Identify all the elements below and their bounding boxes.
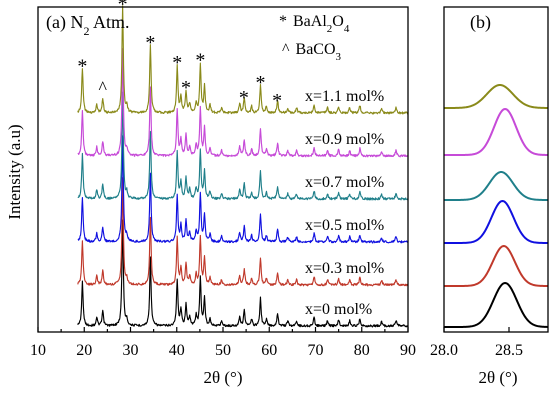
panel-a-x-tick-label-70: 70 [308, 342, 324, 359]
panel-b-title: (b) [470, 12, 491, 33]
panel-a-title: (a) N2 Atm. [46, 12, 130, 38]
panel-b-x-axis-label: 2θ (°) [478, 368, 517, 387]
panel-a: 10 20 30 40 50 60 70 80 90 *^******** x=0 mol%x=… [5, 0, 416, 387]
panel-b-trace-x-0-3-mol [444, 244, 549, 287]
legend-entry-baco3: ^ BaCO3 [282, 41, 342, 63]
peak-marker-3: * [145, 32, 155, 54]
peak-marker-5: * [181, 77, 191, 99]
peak-marker-6: * [195, 49, 205, 71]
panel-b-trace-x-0-mol [444, 281, 549, 328]
panel-a-traces [77, 5, 409, 328]
panel-b-x-tick-label-28.0: 28.0 [430, 342, 458, 359]
series-label-x-0-9-mol: x=0.9 mol% [305, 131, 384, 148]
panel-a-x-tick-label-90: 90 [400, 342, 416, 359]
peak-marker-0: * [77, 55, 87, 77]
panel-a-x-ticks: 10 20 30 40 50 60 70 80 90 [30, 327, 416, 359]
panel-b-x-tick-label-28.5: 28.5 [495, 342, 523, 359]
panel-a-x-tick-label-30: 30 [123, 342, 139, 359]
panel-a-x-tick-label-60: 60 [261, 342, 277, 359]
legend-entry-baal2o4: * BaAl2O4 [279, 13, 350, 35]
panel-a-x-tick-label-40: 40 [169, 342, 185, 359]
panel-b-x-ticks: 28.0 28.5 [430, 327, 523, 359]
peak-marker-1: ^ [99, 78, 108, 98]
panel-a-x-tick-label-50: 50 [215, 342, 231, 359]
peak-marker-7: * [239, 87, 249, 109]
panel-b: 28.0 28.5 (b) 2θ (°) [430, 6, 549, 387]
trace-x-0-9-mol [77, 48, 409, 158]
panel-a-peak-markers: *^******** [77, 0, 282, 112]
trace-x-0-3-mol [77, 177, 409, 287]
panel-b-trace-x-0-7-mol [444, 170, 548, 201]
trace-x-1-1-mol [77, 5, 409, 115]
panel-a-x-tick-label-20: 20 [76, 342, 92, 359]
peak-marker-4: * [172, 52, 182, 74]
series-label-x-0-7-mol: x=0.7 mol% [305, 174, 384, 191]
series-label-x-0-3-mol: x=0.3 mol% [305, 260, 384, 277]
panel-b-traces [444, 83, 549, 328]
panel-b-trace-x-0-9-mol [444, 107, 549, 156]
panel-b-frame [443, 6, 549, 333]
panel-a-series-labels: x=0 mol% x=0.3 mol% x=0.5 mol% x=0.7 mol% x=… [305, 88, 384, 318]
trace-x-0-mol [77, 219, 409, 328]
panel-b-trace-glow-x-0-9-mol [444, 107, 549, 156]
trace-x-0-5-mol [77, 135, 409, 244]
panel-a-y-axis-label: Intensity (a.u) [5, 124, 24, 219]
panel-b-trace-x-0-5-mol [444, 199, 548, 244]
peak-marker-2: * [118, 0, 128, 16]
series-label-x-0-mol: x=0 mol% [305, 301, 372, 318]
panel-a-x-axis-label: 2θ (°) [203, 368, 242, 387]
trace-x-0-7-mol [77, 91, 409, 201]
legend: * BaAl2O4 ^ BaCO3 [279, 13, 350, 63]
panel-a-x-tick-label-80: 80 [354, 342, 370, 359]
series-label-x-1-1-mol: x=1.1 mol% [305, 88, 384, 105]
peak-marker-9: * [272, 90, 282, 112]
panel-a-x-tick-label-10: 10 [30, 342, 46, 359]
panel-b-trace-x-1-1-mol [444, 83, 549, 109]
series-label-x-0-5-mol: x=0.5 mol% [305, 217, 384, 234]
peak-marker-8: * [255, 72, 265, 94]
